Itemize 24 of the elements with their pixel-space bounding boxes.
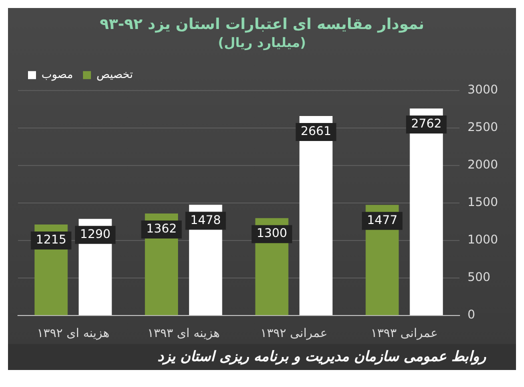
x-tick-label: هزینه ای ۱۳۹۳ [147,326,220,340]
text: روابط عمومی سازمان مدیریت و برنامه ریزی استان یزد [8,344,516,370]
x-tick-label: هزینه ای ۱۳۹۲ [36,326,110,340]
data-label: 2762 [411,116,442,131]
data-label: 1300 [256,226,288,240]
y-tick-label: 2500 [467,120,498,134]
chart-subtitle: (میلیارد ریال) [218,36,306,52]
y-tick-label: 0 [467,308,476,322]
data-label: 2661 [300,124,332,138]
legend-label: تخصیص [96,68,133,81]
x-tick-label: عمرانی ۱۳۹۲ [260,326,328,340]
y-tick-label: 1000 [467,232,498,247]
y-tick-label: 3000 [467,82,498,97]
y-tick-label: 1500 [467,195,498,210]
data-label: 1477 [366,212,398,227]
x-tick-label: عمرانی ۱۳۹۳ [370,326,438,340]
y-tick-label: 2000 [467,158,498,172]
data-label: 1290 [80,226,111,241]
y-tick-label: 500 [467,270,490,284]
legend-label: مصوب [42,68,74,81]
data-label: 1362 [146,222,177,236]
data-label: 1215 [36,232,66,247]
chart-title: نمودار مقایسه ای اعتبارات استان یزد ۹۲-۹۳ [100,14,424,33]
data-label: 1478 [190,212,221,227]
